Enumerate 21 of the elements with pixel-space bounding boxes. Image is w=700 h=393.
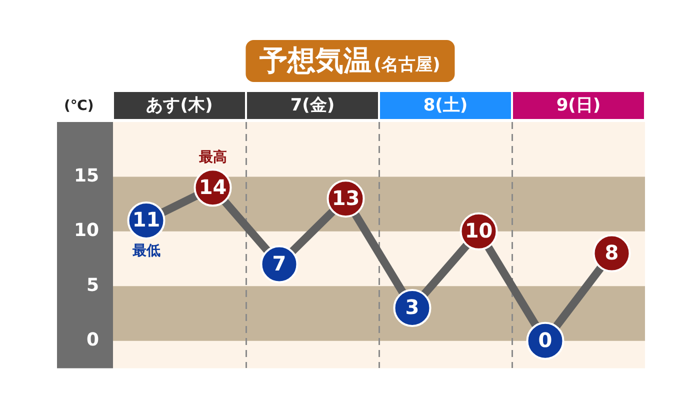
annotation: 最高 — [198, 148, 227, 166]
y-tick-label: 0 — [86, 330, 99, 351]
x-tick-label: 9(日) — [556, 95, 601, 116]
data-label: 8 — [604, 240, 619, 265]
data-label: 3 — [405, 295, 420, 320]
annotation: 最低 — [131, 243, 160, 260]
y-axis-title: (℃) — [64, 98, 94, 114]
data-label: 7 — [272, 251, 286, 276]
x-tick-label: 7(金) — [290, 95, 335, 116]
chart-subtitle: (名古屋) — [374, 55, 440, 75]
y-tick-label: 5 — [86, 274, 99, 296]
data-label: 0 — [538, 328, 552, 352]
y-tick-label: 10 — [74, 220, 99, 242]
chart-title: 予想気温 — [260, 44, 372, 77]
data-label: 13 — [332, 186, 360, 210]
x-tick-label: あす(木) — [146, 95, 213, 116]
data-label: 14 — [198, 174, 227, 199]
y-tick-label: 15 — [74, 165, 99, 186]
data-label: 10 — [464, 218, 493, 243]
data-label: 11 — [132, 208, 160, 232]
x-tick-label: 8(土) — [423, 95, 468, 116]
